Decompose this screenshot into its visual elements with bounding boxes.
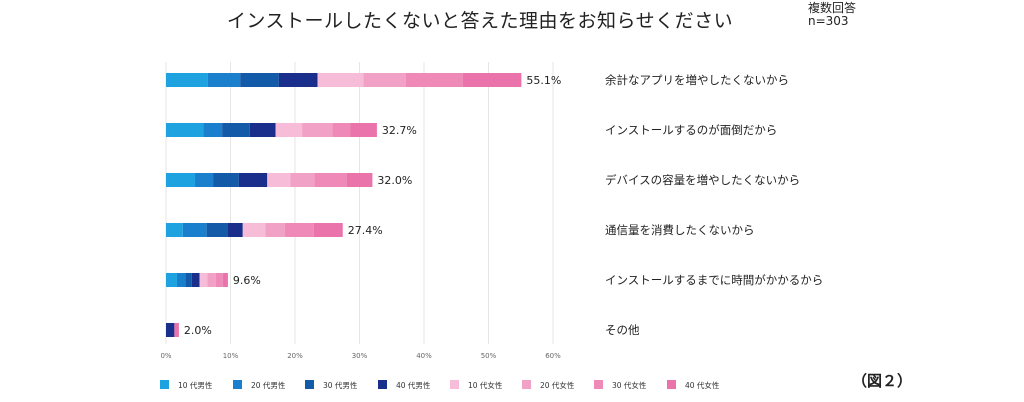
bar-segment bbox=[176, 273, 186, 287]
legend-swatch bbox=[233, 380, 242, 389]
x-tick-label: 60% bbox=[545, 352, 561, 360]
value-label: 32.7% bbox=[382, 124, 417, 137]
bar-segment bbox=[346, 173, 373, 187]
legend-swatch bbox=[450, 380, 459, 389]
bar-segment bbox=[213, 173, 239, 187]
bar-segment bbox=[166, 323, 175, 337]
bar-segment bbox=[278, 73, 318, 87]
bar-segment bbox=[284, 223, 314, 237]
legend-swatch bbox=[160, 380, 169, 389]
bar-segment bbox=[166, 123, 204, 137]
bar-segment bbox=[317, 73, 364, 87]
bar-segment bbox=[207, 273, 216, 287]
response-note: 複数回答 n=303 bbox=[808, 2, 856, 28]
legend-label: 10 代男性 bbox=[178, 380, 213, 390]
bar-segment bbox=[203, 123, 223, 137]
bar-segment bbox=[185, 273, 192, 287]
x-tick-label: 40% bbox=[416, 352, 432, 360]
bar-segment bbox=[166, 273, 177, 287]
figure-label: （図２） bbox=[852, 372, 913, 390]
category-label: その他 bbox=[605, 323, 640, 337]
legend-swatch bbox=[378, 380, 387, 389]
bar-segment bbox=[242, 223, 266, 237]
bar-segment bbox=[174, 323, 179, 337]
category-label: インストールするのが面倒だから bbox=[605, 123, 777, 137]
value-label: 27.4% bbox=[348, 224, 383, 237]
bar-segment bbox=[222, 123, 250, 137]
value-label: 2.0% bbox=[184, 324, 212, 337]
legend-label: 30 代男性 bbox=[323, 380, 358, 390]
bar-segment bbox=[290, 173, 315, 187]
legend-swatch bbox=[305, 380, 314, 389]
bar-segment bbox=[249, 123, 276, 137]
legend-label: 20 代男性 bbox=[251, 380, 286, 390]
legend-swatch bbox=[594, 380, 603, 389]
x-tick-label: 0% bbox=[160, 352, 171, 360]
legend-label: 30 代女性 bbox=[612, 380, 647, 390]
bar-segment bbox=[405, 73, 463, 87]
chart-title: インストールしたくないと答えた理由をお知らせください bbox=[226, 10, 734, 32]
bar-segment bbox=[191, 273, 200, 287]
legend-label: 20 代女性 bbox=[540, 380, 575, 390]
bar-segment bbox=[166, 223, 183, 237]
bar-segment bbox=[350, 123, 377, 137]
bar-segment bbox=[199, 273, 208, 287]
bar-segment bbox=[227, 223, 243, 237]
category-label: 通信量を消費したくないから bbox=[605, 223, 755, 237]
legend-label: 40 代男性 bbox=[396, 380, 431, 390]
bar-segment bbox=[462, 73, 522, 87]
bar-segment bbox=[222, 273, 228, 287]
bar-segment bbox=[314, 173, 347, 187]
bar-segment bbox=[267, 173, 291, 187]
bar-segment bbox=[206, 223, 228, 237]
bar-segment bbox=[166, 173, 196, 187]
bar-segment bbox=[182, 223, 207, 237]
bar-segment bbox=[265, 223, 285, 237]
bar-segment bbox=[195, 173, 214, 187]
bar-segment bbox=[332, 123, 351, 137]
legend-swatch bbox=[522, 380, 531, 389]
value-label: 9.6% bbox=[233, 274, 261, 287]
bar-segment bbox=[238, 173, 268, 187]
bar-segment bbox=[166, 73, 208, 87]
x-tick-label: 30% bbox=[352, 352, 368, 360]
legend-swatch bbox=[667, 380, 676, 389]
bar-segment bbox=[207, 73, 241, 87]
bar-segment bbox=[275, 123, 303, 137]
bar-segment bbox=[363, 73, 406, 87]
legend-label: 40 代女性 bbox=[685, 380, 720, 390]
category-label: インストールするまでに時間がかかるから bbox=[605, 273, 823, 287]
bar-segment bbox=[215, 273, 223, 287]
x-tick-label: 20% bbox=[287, 352, 303, 360]
category-label: デバイスの容量を増やしたくないから bbox=[605, 173, 800, 187]
multiple-answer-note: 複数回答 bbox=[808, 1, 857, 15]
legend-label: 10 代女性 bbox=[468, 380, 503, 390]
sample-size: n=303 bbox=[808, 14, 849, 28]
value-label: 32.0% bbox=[377, 174, 412, 187]
x-tick-label: 50% bbox=[481, 352, 497, 360]
value-label: 55.1% bbox=[526, 74, 561, 87]
bar-segment bbox=[313, 223, 343, 237]
x-tick-label: 10% bbox=[223, 352, 239, 360]
bar-segment bbox=[240, 73, 279, 87]
category-label: 余計なアプリを増やしたくないから bbox=[605, 73, 789, 87]
bar-segment bbox=[302, 123, 333, 137]
